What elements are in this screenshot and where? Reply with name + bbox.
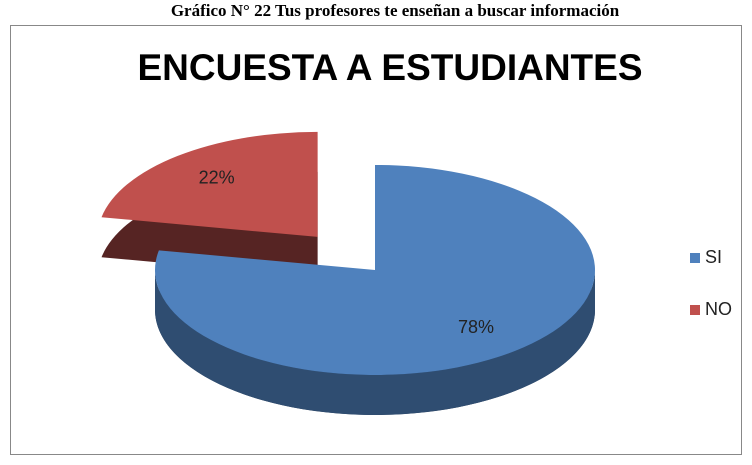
caption: Gráfico N° 22 Tus profesores te enseñan … [171, 1, 620, 20]
data-label: 22% [199, 167, 235, 187]
slice-wall [155, 270, 595, 415]
legend-label: NO [705, 299, 732, 319]
pie-slice [154, 165, 596, 415]
slice-top [155, 165, 596, 376]
legend-label: SI [705, 247, 722, 267]
pie-slice [101, 131, 318, 277]
data-label: 78% [458, 317, 494, 337]
legend-swatch [690, 305, 700, 315]
slice-top [101, 131, 318, 237]
chart-title: ENCUESTA A ESTUDIANTES [137, 47, 642, 88]
legend-swatch [690, 253, 700, 263]
